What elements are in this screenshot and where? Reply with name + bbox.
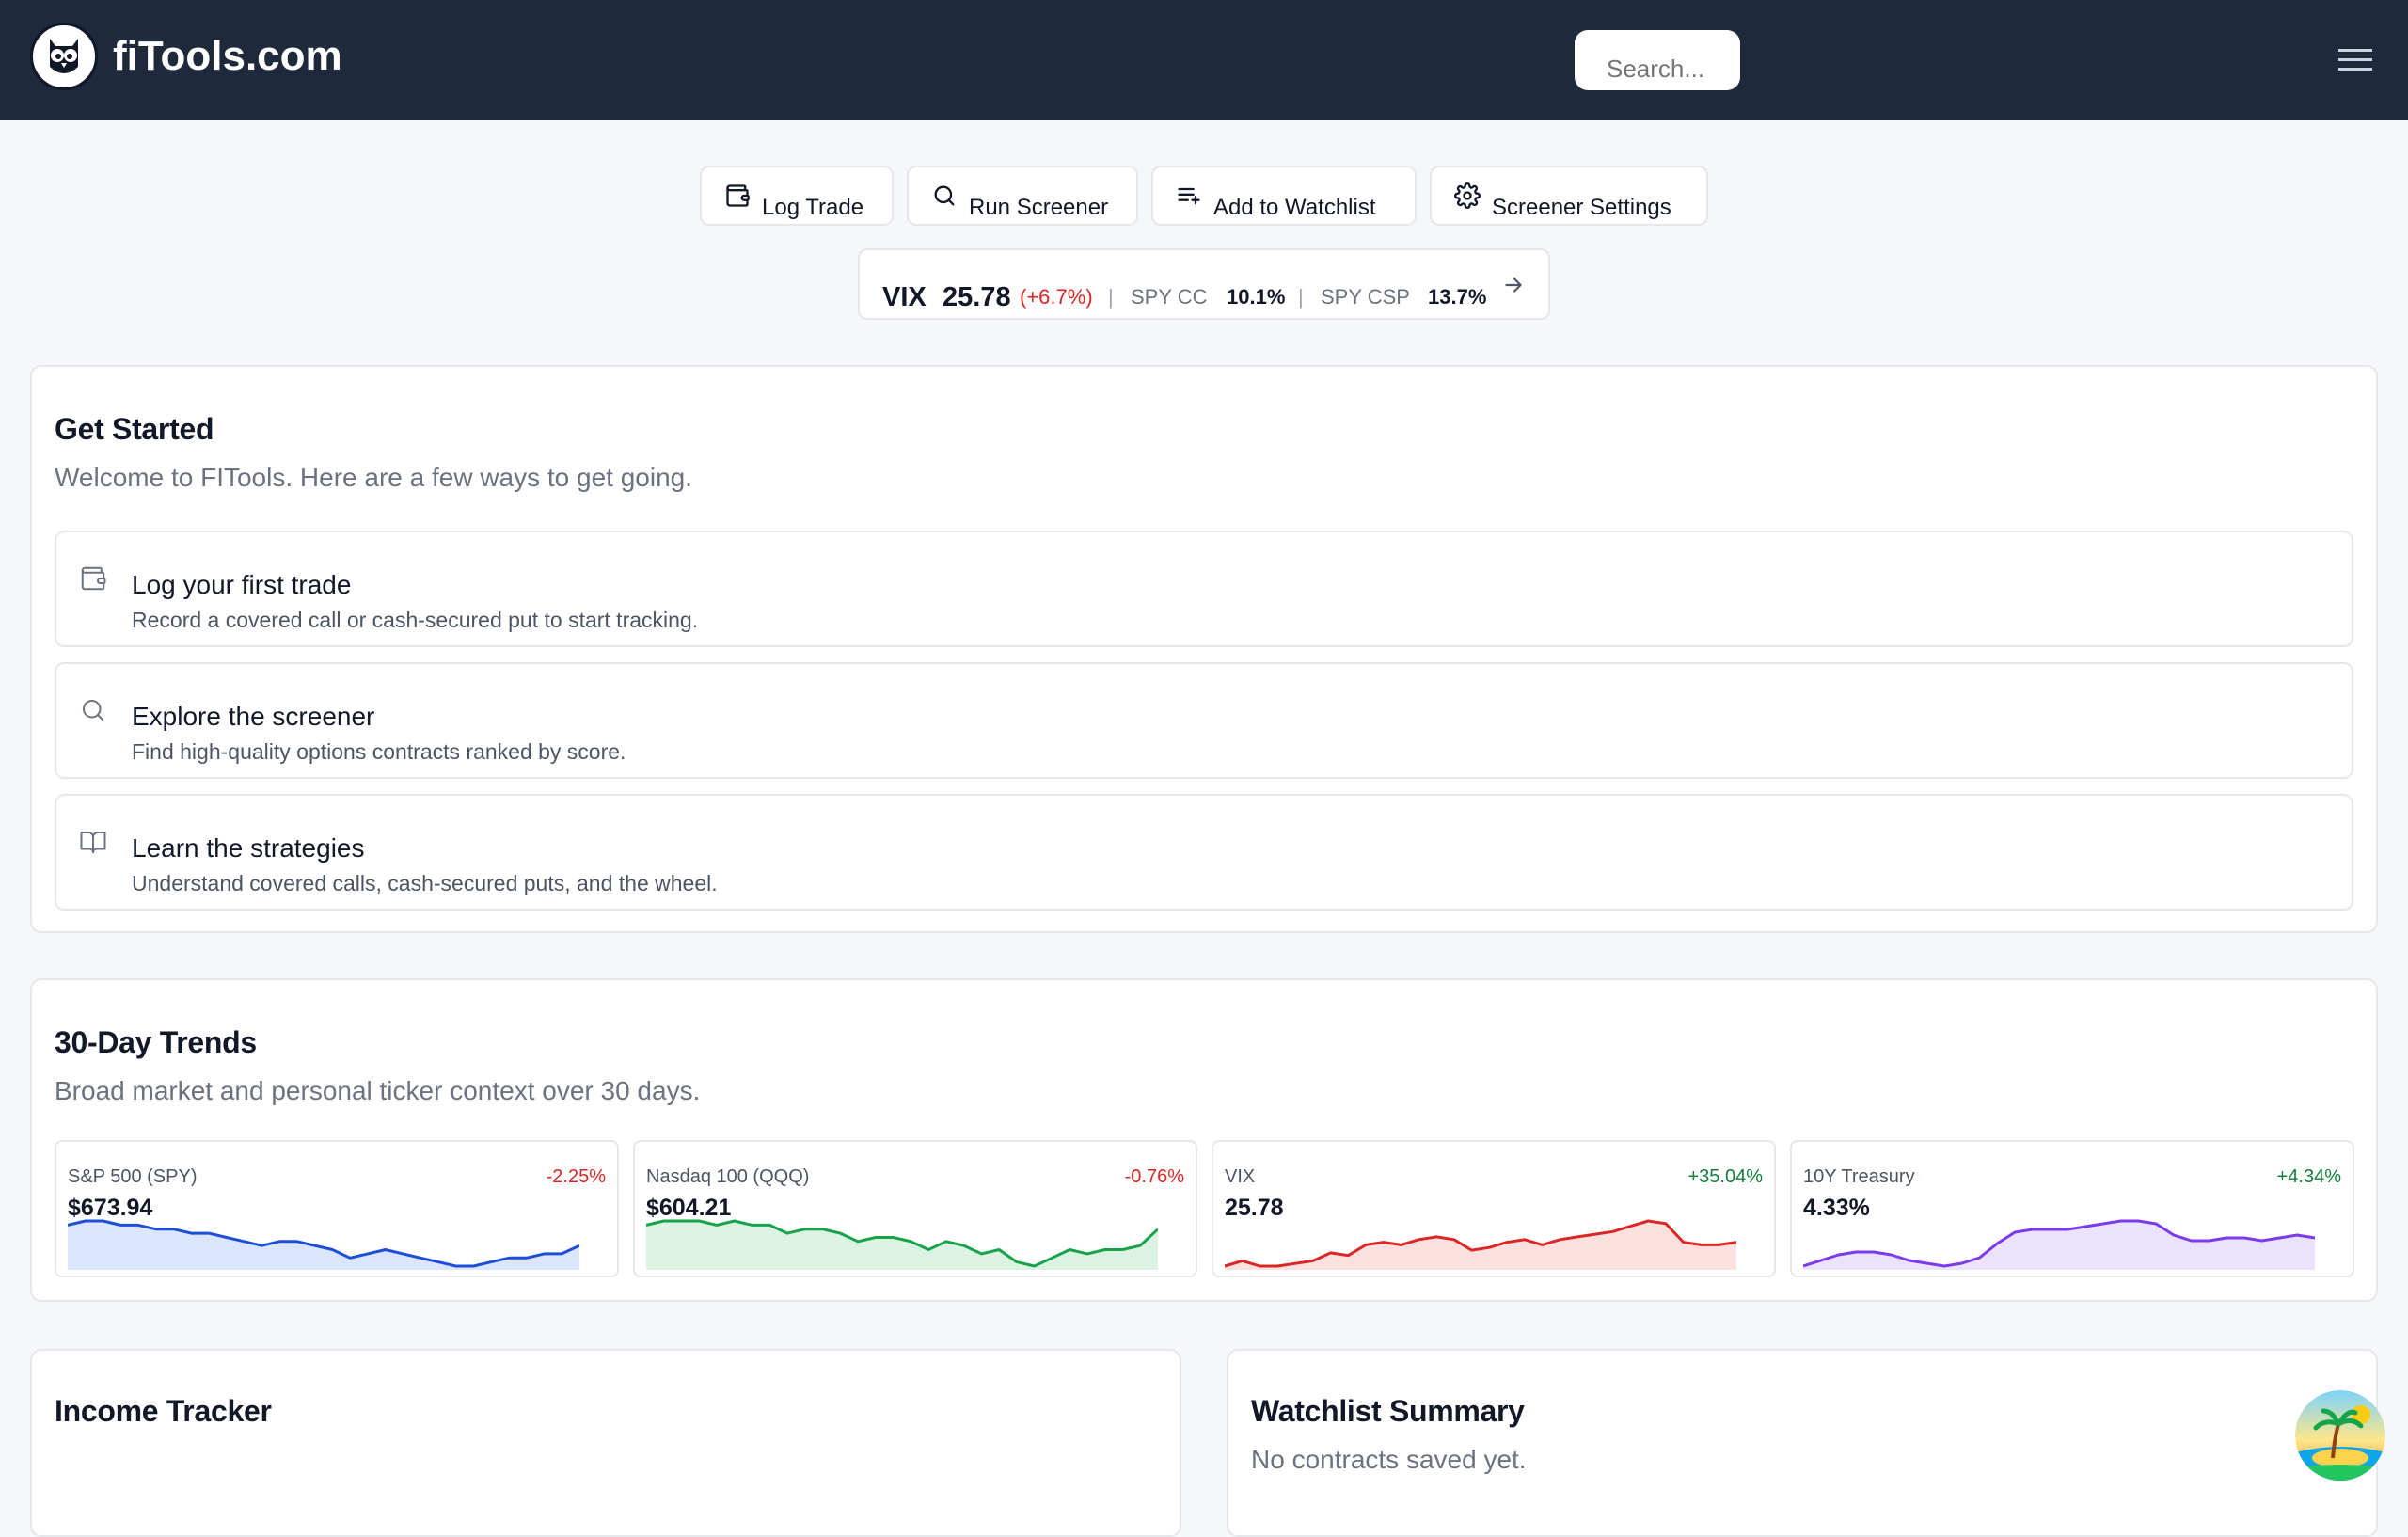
site-name[interactable]: fiTools.com [113,33,342,79]
tile-name: VIX [1225,1166,1256,1187]
add-to-watchlist-label: Add to Watchlist [1213,195,1376,220]
run-screener-label: Run Screener [969,195,1109,220]
sparkline-area [1803,1221,2315,1270]
vix-value: 25.78 [943,282,1011,312]
spy-cc-value: 10.1% [1227,285,1286,309]
spy-csp-value: 13.7% [1428,285,1487,309]
trend-tile-qqq[interactable]: Nasdaq 100 (QQQ) -0.76% $604.21 [633,1140,1197,1277]
search-input[interactable] [1575,30,1740,90]
tile-value: 25.78 [1225,1195,1284,1221]
tile-change: -0.76% [1124,1166,1184,1187]
log-trade-label: Log Trade [762,195,864,220]
tile-change: +35.04% [1687,1166,1763,1187]
item-description: Find high-quality options contracts rank… [132,739,626,764]
explore-screener-item[interactable]: Explore the screener Find high-quality o… [55,662,2353,779]
item-description: Record a covered call or cash-secured pu… [132,608,699,632]
log-trade-button[interactable]: Log Trade [700,166,894,226]
income-tracker-card: Income Tracker [30,1349,1181,1537]
tile-change: +4.34% [2276,1166,2341,1187]
market-ticker[interactable]: VIX 25.78 (+6.7%) | SPY CC 10.1% | SPY C… [858,248,1550,320]
owl-logo-icon[interactable] [30,23,98,90]
tile-value: $673.94 [68,1195,153,1221]
trends-subtitle: Broad market and personal ticker context… [55,1076,701,1105]
tile-name: S&P 500 (SPY) [68,1166,198,1187]
item-title: Explore the screener [132,702,375,731]
get-started-title: Get Started [55,412,214,446]
sparkline [646,1219,1158,1270]
sparkline-area [68,1221,579,1270]
beach-avatar-icon [2295,1390,2385,1481]
log-first-trade-item[interactable]: Log your first trade Record a covered ca… [55,531,2353,647]
vix-label: VIX [882,282,927,312]
screener-settings-button[interactable]: Screener Settings [1430,166,1708,226]
sparkline-line [68,1219,579,1268]
run-screener-button[interactable]: Run Screener [907,166,1138,226]
sparkline [1225,1219,1736,1270]
spy-csp-label: SPY CSP [1321,285,1410,309]
search-icon [79,696,107,724]
sparkline-area [646,1221,1158,1270]
ticker-separator: | [1298,285,1304,309]
tile-value: $604.21 [646,1195,732,1221]
item-description: Understand covered calls, cash-secured p… [132,871,718,895]
trend-tile-spy[interactable]: S&P 500 (SPY) -2.25% $673.94 [55,1140,619,1277]
tile-name: Nasdaq 100 (QQQ) [646,1166,810,1187]
screener-settings-label: Screener Settings [1492,195,1671,220]
item-title: Learn the strategies [132,833,365,863]
tile-value: 4.33% [1803,1195,1870,1221]
trends-title: 30-Day Trends [55,1025,257,1059]
hamburger-menu-icon[interactable] [2337,43,2374,75]
sparkline-line [1225,1219,1736,1268]
income-tracker-title: Income Tracker [55,1394,272,1428]
vix-change: (+6.7%) [1020,285,1093,309]
ticker-separator: | [1108,285,1114,309]
watchlist-empty-message: No contracts saved yet. [1251,1445,1527,1474]
wallet-icon [724,182,751,209]
spy-cc-label: SPY CC [1131,285,1208,309]
get-started-card: Get Started Welcome to FITools. Here are… [30,365,2378,933]
arrow-right-icon[interactable] [1501,273,1526,302]
learn-strategies-item[interactable]: Learn the strategies Understand covered … [55,794,2353,911]
user-avatar[interactable] [2295,1390,2385,1481]
watchlist-summary-card: Watchlist Summary No contracts saved yet… [1227,1349,2378,1537]
sparkline [1803,1219,2315,1270]
get-started-subtitle: Welcome to FITools. Here are a few ways … [55,463,693,492]
gear-icon [1454,182,1481,209]
watchlist-summary-title: Watchlist Summary [1251,1394,1525,1428]
trend-tile-10y[interactable]: 10Y Treasury +4.34% 4.33% [1790,1140,2354,1277]
book-icon [79,828,107,856]
tile-change: -2.25% [546,1166,606,1187]
item-title: Log your first trade [132,570,352,599]
sparkline [68,1219,579,1270]
trend-tile-vix[interactable]: VIX +35.04% 25.78 [1212,1140,1776,1277]
list-plus-icon [1176,182,1202,209]
tile-name: 10Y Treasury [1803,1166,1915,1187]
top-navigation-bar: fiTools.com [0,0,2408,120]
add-to-watchlist-button[interactable]: Add to Watchlist [1151,166,1417,226]
sparkline-line [646,1219,1158,1268]
wallet-icon [79,564,107,593]
search-icon [931,182,958,209]
sparkline-line [1803,1219,2315,1268]
